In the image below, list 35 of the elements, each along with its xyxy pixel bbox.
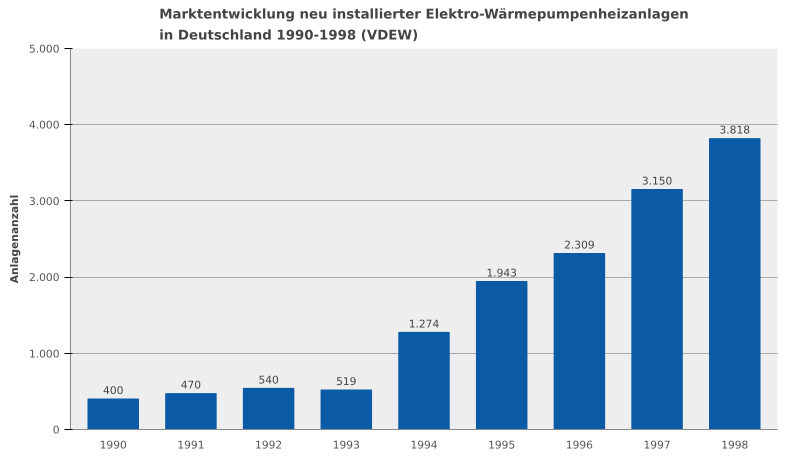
data-label: 3.150: [642, 174, 673, 188]
data-label: 3.818: [720, 124, 750, 137]
bar: [242, 388, 294, 430]
data-label: 470: [180, 378, 202, 392]
chart-title: Marktentwicklung neu installierter Elektro-Wärmepumpenheizanlagen in Deutschland 1990-1998 (VDEW): [159, 8, 689, 44]
y-tick-label: 1.000: [28, 347, 60, 360]
x-tick-label: 1994: [410, 438, 438, 452]
data-label: 400: [103, 384, 124, 398]
data-label: 540: [258, 373, 280, 386]
bar: [320, 389, 372, 430]
data-label: 1.943: [486, 266, 517, 280]
x-tick-label: 1991: [177, 438, 204, 452]
bar: [87, 398, 139, 430]
bar: [631, 188, 683, 430]
bar: [554, 253, 606, 430]
data-label: 1.274: [408, 317, 440, 330]
bar: [165, 393, 217, 430]
x-tick-label: 1995: [488, 438, 516, 452]
x-tick-label: 1996: [566, 438, 594, 452]
bar: [398, 332, 450, 430]
x-tick-label: 1990: [100, 438, 128, 452]
bar: [709, 138, 761, 430]
y-tick-label: 0: [52, 424, 60, 436]
x-tick-label: 1992: [255, 438, 282, 452]
data-label: 519: [336, 374, 357, 388]
y-tick-label: 5.000: [28, 42, 60, 56]
y-axis-title: Anlagenanzahl: [8, 194, 21, 284]
x-tick-label: 1998: [721, 438, 749, 452]
data-label: 2.309: [564, 238, 595, 252]
y-tick-label: 3.000: [28, 194, 60, 208]
x-tick-label: 1997: [644, 438, 671, 452]
y-tick-label: 4.000: [28, 118, 60, 132]
x-tick-label: 1993: [332, 438, 360, 452]
bar: [476, 280, 528, 430]
y-tick-label: 2.000: [28, 271, 60, 284]
